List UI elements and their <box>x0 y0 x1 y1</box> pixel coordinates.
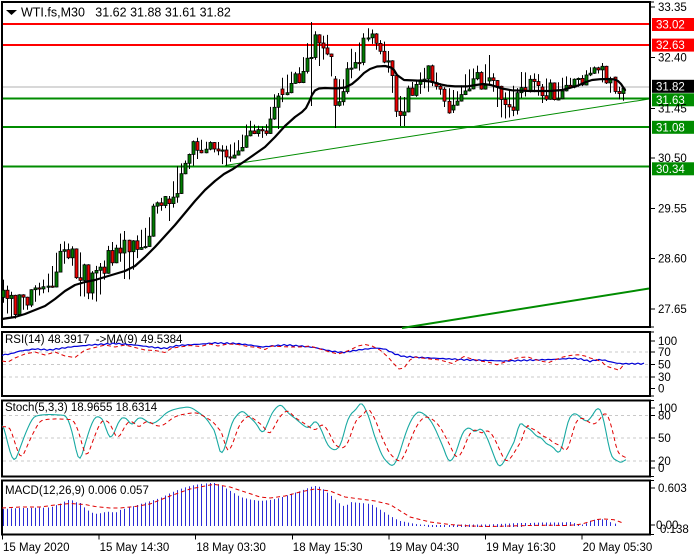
svg-text:18 May 03:30: 18 May 03:30 <box>196 542 266 554</box>
svg-text:50: 50 <box>658 433 671 445</box>
svg-text:15 May 14:30: 15 May 14:30 <box>100 542 170 554</box>
svg-text:0: 0 <box>658 384 664 396</box>
svg-text:27.65: 27.65 <box>658 304 687 316</box>
svg-text:33.02: 33.02 <box>656 20 685 32</box>
svg-text:20 May 05:30: 20 May 05:30 <box>583 542 653 554</box>
svg-text:100: 100 <box>658 336 677 348</box>
svg-text:70: 70 <box>658 347 671 359</box>
svg-text:30.34: 30.34 <box>656 164 685 176</box>
svg-text:0.138: 0.138 <box>660 524 689 536</box>
svg-text:31.63: 31.63 <box>656 95 685 107</box>
svg-text:100: 100 <box>658 403 677 415</box>
svg-text:RSI(14) 48.3917 ->MA(9) 49.53: RSI(14) 48.3917 ->MA(9) 49.5384 <box>5 334 183 346</box>
svg-text:0.603: 0.603 <box>658 483 687 495</box>
svg-text:0.00: 0.00 <box>656 520 678 532</box>
svg-text:Stoch(5,3,3) 18.9655 18.6314: Stoch(5,3,3) 18.9655 18.6314 <box>5 402 158 414</box>
svg-text:30.50: 30.50 <box>658 153 687 165</box>
svg-text:33.35: 33.35 <box>658 2 687 14</box>
svg-text:31.82: 31.82 <box>656 81 685 93</box>
svg-text:18 May 15:30: 18 May 15:30 <box>293 542 363 554</box>
svg-text:19 May 16:30: 19 May 16:30 <box>486 542 556 554</box>
svg-text:19 May 04:30: 19 May 04:30 <box>389 542 459 554</box>
svg-text:28.60: 28.60 <box>658 254 687 266</box>
svg-text:15 May 2020: 15 May 2020 <box>3 542 70 554</box>
svg-text:31.08: 31.08 <box>656 122 685 134</box>
svg-text:31.45: 31.45 <box>658 104 687 116</box>
svg-text:32.40: 32.40 <box>658 52 687 64</box>
svg-text:20: 20 <box>658 456 671 468</box>
svg-text:80: 80 <box>658 411 671 423</box>
svg-text:32.63: 32.63 <box>656 40 685 52</box>
svg-text:50: 50 <box>658 360 671 372</box>
svg-text:0: 0 <box>658 463 664 475</box>
svg-text:MACD(12,26,9) 0.006 0.057: MACD(12,26,9) 0.006 0.057 <box>5 485 149 497</box>
svg-text:WTI.fs,M30 31.62 31.88 31.61: WTI.fs,M30 31.62 31.88 31.61 31.82 <box>21 6 231 20</box>
svg-text:30: 30 <box>658 372 671 384</box>
svg-text:29.55: 29.55 <box>658 203 687 215</box>
